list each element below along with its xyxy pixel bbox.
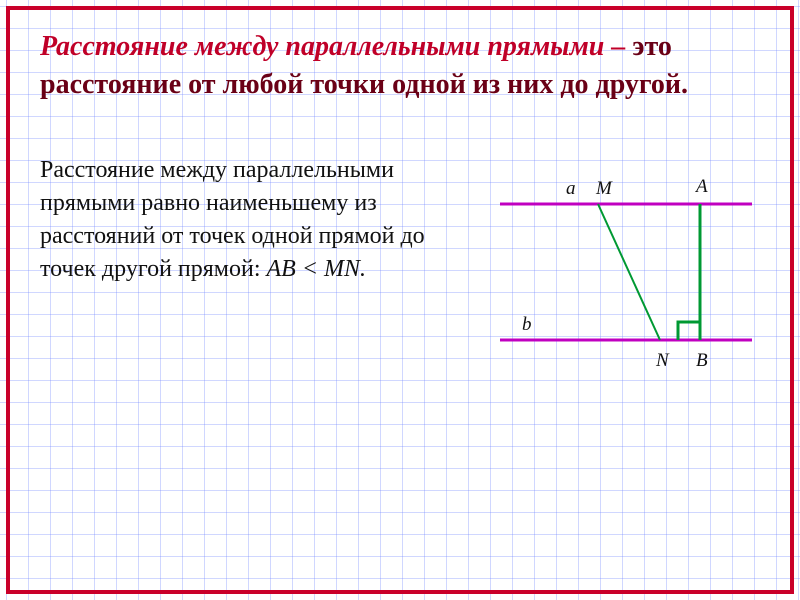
title-term: Расстояние между параллельными прямыми (40, 31, 604, 62)
label-M: M (596, 178, 612, 200)
body-row: Расстояние между параллельными прямыми р… (40, 154, 760, 390)
title-block: Расстояние между параллельными прямыми –… (40, 28, 760, 104)
label-N: N (656, 350, 669, 372)
label-B: B (696, 350, 708, 372)
label-b: b (522, 314, 532, 336)
right-angle-marker (678, 322, 700, 340)
segment-mn (598, 204, 660, 340)
body-inequality: AB < MN. (267, 256, 367, 282)
title-dash: – (611, 31, 625, 62)
body-main: Расстояние между параллельными прямыми р… (40, 157, 425, 282)
body-text: Расстояние между параллельными прямыми р… (40, 154, 486, 286)
parallel-lines-figure: a M A b N B (492, 160, 760, 390)
label-A: A (696, 176, 708, 198)
figure-svg (492, 160, 760, 390)
label-a: a (566, 178, 576, 200)
slide-content: Расстояние между параллельными прямыми –… (0, 0, 800, 600)
